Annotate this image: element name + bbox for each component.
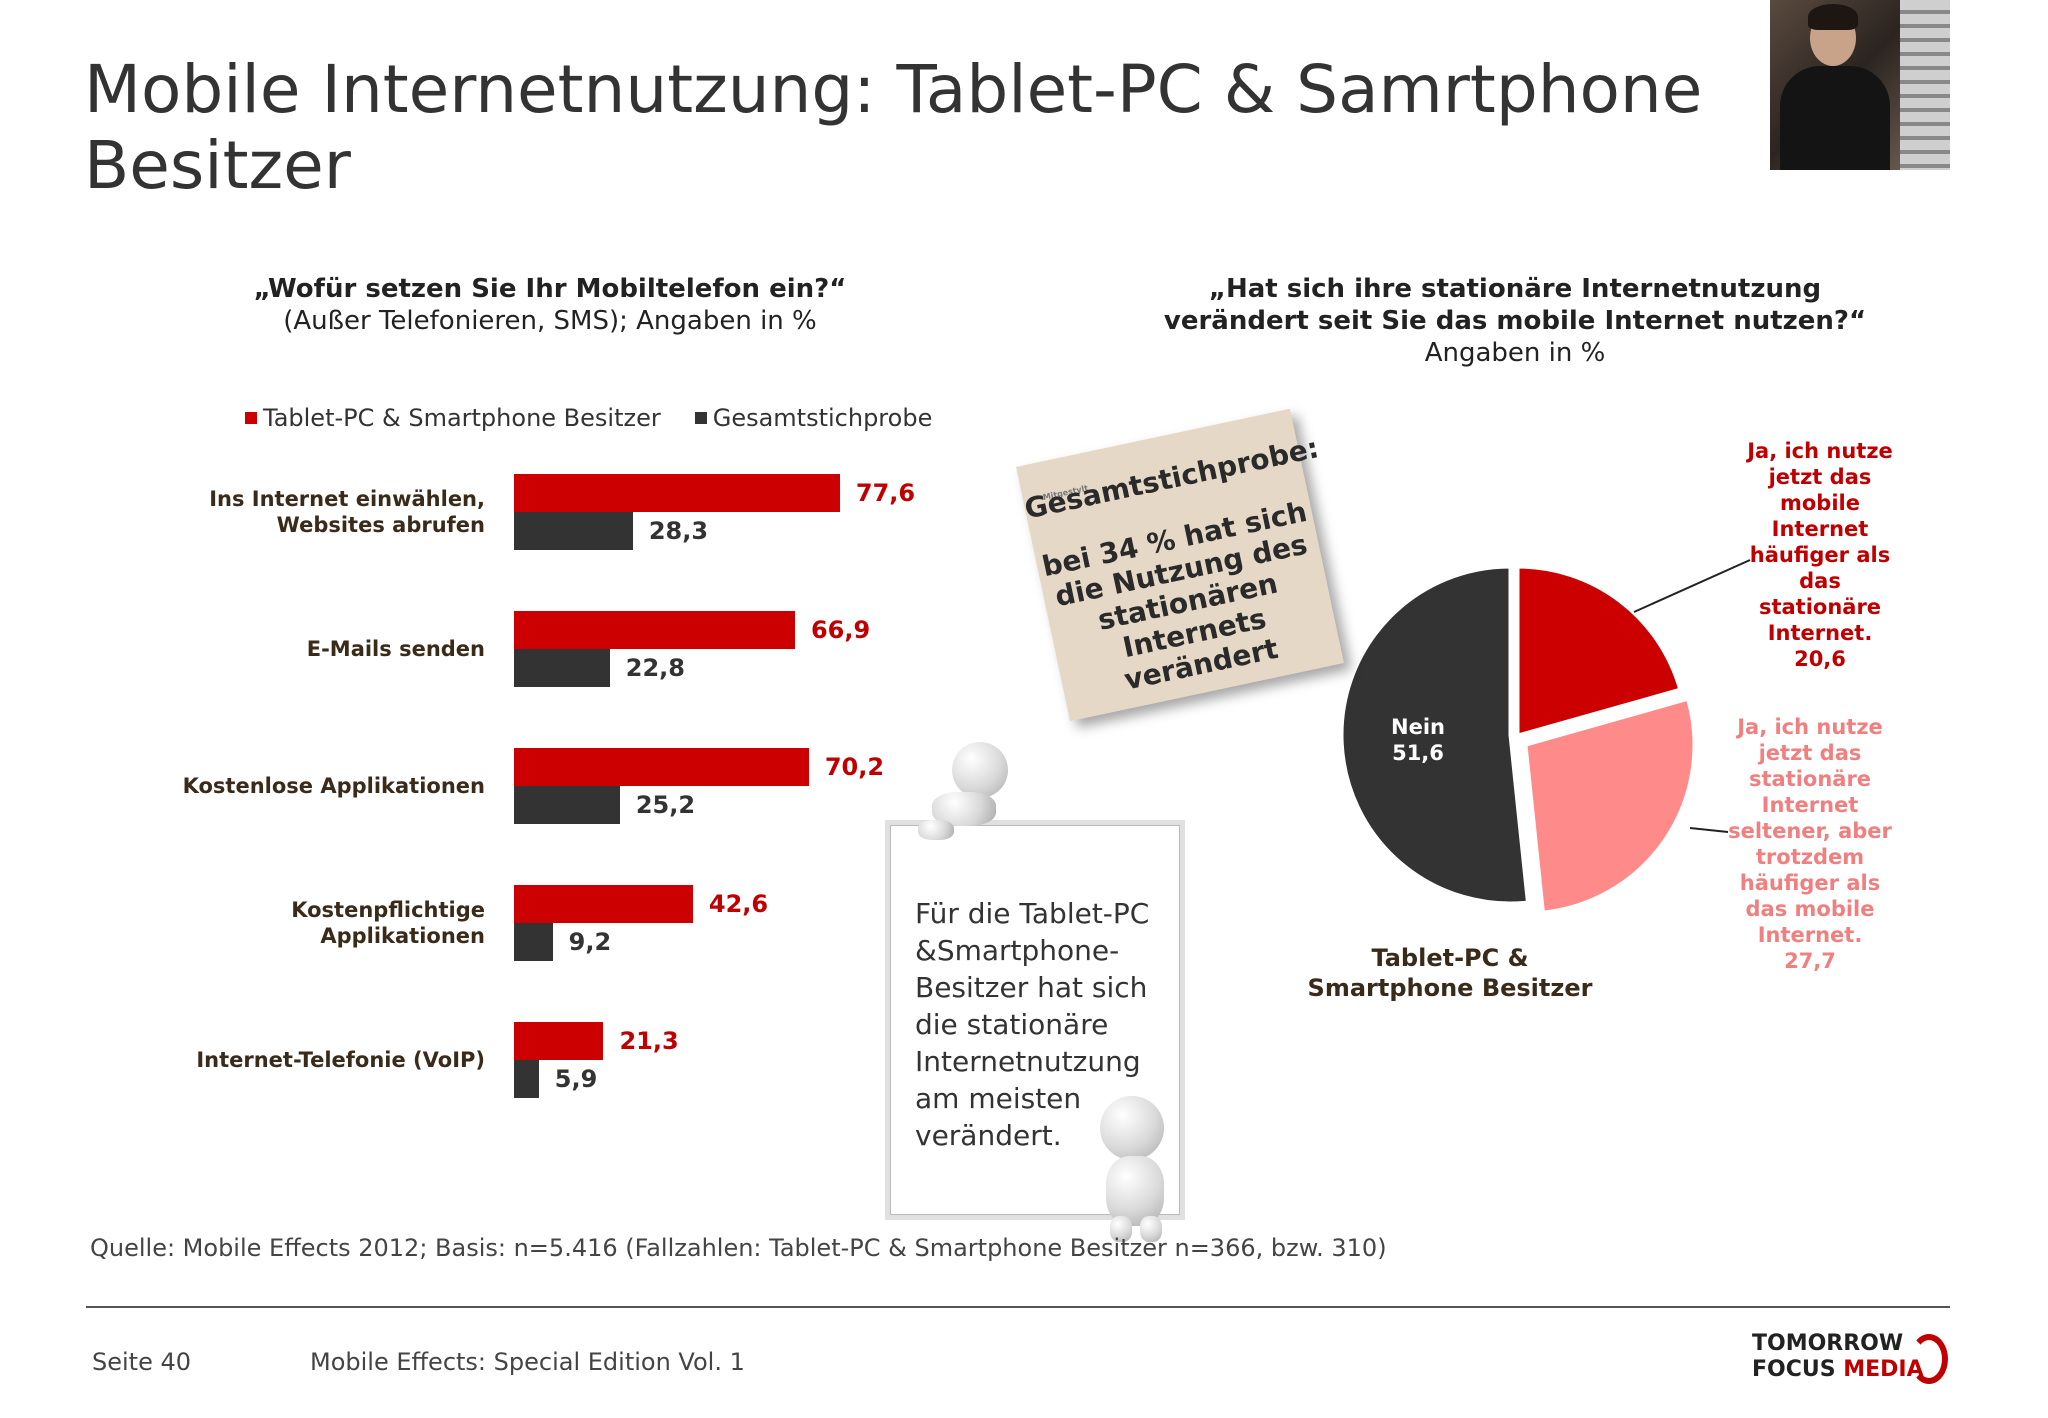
pie-title-line2: Smartphone Besitzer [1307, 974, 1593, 1002]
bar-tablet-smartphone [514, 748, 809, 786]
pie-slice-label-line: Ja, ich nutze [1737, 715, 1883, 739]
bar-gesamt [514, 923, 553, 961]
right-question-line1: „Hat sich ihre stationäre Internetnutzun… [1208, 274, 1822, 304]
pie-slice-label: Ja, ich nutze jetzt das mobile Internet häuf… [1720, 438, 1920, 672]
right-question-sub: Angaben in % [1424, 338, 1606, 368]
left-question-bold: „Wofür setzen Sie Ihr Mobiltelefon ein?“ [253, 274, 847, 304]
category-label-line: E-Mails senden [306, 637, 485, 661]
value-label-gesamt: 28,3 [648, 517, 709, 545]
logo-ring-icon [1910, 1334, 1948, 1384]
category-label-line: Internet-Telefonie (VoIP) [196, 1048, 485, 1072]
category-label-line: Applikationen [320, 924, 485, 948]
pie-slice-label-line: mobile [1780, 491, 1860, 515]
left-question-sub: (Außer Telefonieren, SMS); Angaben in % [283, 306, 817, 336]
right-question-line2: verändert seit Sie das mobile Internet n… [1163, 306, 1867, 336]
pie-slice-label-line: das mobile [1745, 897, 1875, 921]
pie-slice-label-line: Nein [1391, 715, 1445, 739]
page-title: Mobile Internetnutzung: Tablet-PC & Samr… [84, 51, 1703, 204]
pie-slice-label-line: Internet [1771, 517, 1869, 541]
pie-title-line1: Tablet-PC & [1371, 944, 1529, 972]
pie-slice-label-line: seltener, aber [1728, 819, 1892, 843]
right-question: „Hat sich ihre stationäre Internetnutzun… [1090, 273, 1940, 369]
pie-slice-label-line: jetzt das [1768, 465, 1872, 489]
pie-slice-label: Ja, ich nutze jetzt das stationäre Internet… [1710, 714, 1910, 974]
legend-label-red: Tablet-PC & Smartphone Besitzer [263, 404, 661, 432]
pie-slice-label-line: Internet [1761, 793, 1859, 817]
category-label: Ins Internet einwählen, Websites abrufen [140, 486, 485, 538]
page-number: Seite 40 [92, 1348, 192, 1376]
pie-slice-label-line: häufiger als [1749, 543, 1891, 567]
pie-slice-label-line: 20,6 [1794, 647, 1846, 671]
legend-swatch-dark [694, 412, 707, 424]
logo-line1: TOMORROW [1752, 1331, 1904, 1356]
company-logo: TOMORROW FOCUS MEDIA [1752, 1331, 1924, 1383]
pie-slice [1516, 565, 1682, 737]
bar-legend: Tablet-PC & Smartphone Besitzer Gesamtst… [245, 404, 932, 432]
value-label-tablet-smartphone: 66,9 [810, 616, 871, 644]
value-label-tablet-smartphone: 21,3 [619, 1027, 679, 1055]
sticky-note: Mitgestylt Gesamtstichprobe: bei 34 % ha… [1016, 408, 1344, 722]
pie-slice-label-line: 27,7 [1784, 949, 1836, 973]
pie-slice-label-line: stationäre [1758, 595, 1882, 619]
category-label: Kostenpflichtige Applikationen [140, 897, 485, 949]
pie-slice-label-line: Internet. [1757, 923, 1863, 947]
pie-slice-label-line: das [1799, 569, 1841, 593]
bar-tablet-smartphone [514, 474, 840, 512]
category-label-line: Kostenlose Applikationen [182, 774, 485, 798]
bar-gesamt [514, 649, 610, 687]
legend-label-dark: Gesamtstichprobe [712, 404, 933, 432]
category-label: Internet-Telefonie (VoIP) [140, 1047, 485, 1073]
value-label-tablet-smartphone: 77,6 [855, 479, 916, 507]
value-label-gesamt: 9,2 [568, 928, 612, 956]
source-text: Quelle: Mobile Effects 2012; Basis: n=5.… [90, 1234, 1387, 1262]
pie-slice [1524, 697, 1696, 914]
legend-item-dark: Gesamtstichprobe [694, 404, 933, 432]
pie-slice-label-line: häufiger als [1739, 871, 1881, 895]
pie-slice-label-line: Internet. [1767, 621, 1873, 645]
pie-slice-label-line: 51,6 [1392, 741, 1444, 765]
pie-title: Tablet-PC & Smartphone Besitzer [1280, 943, 1620, 1003]
bar-gesamt [514, 512, 633, 550]
person-photo [1770, 0, 1950, 170]
bar-tablet-smartphone [514, 885, 693, 923]
category-label: E-Mails senden [140, 636, 485, 662]
category-label-line: Websites abrufen [276, 513, 485, 537]
legend-swatch-red [245, 412, 257, 424]
bar-gesamt [514, 1060, 539, 1098]
whiteboard-text: Für die Tablet-PC &Smartphone-Besitzer h… [915, 897, 1150, 1152]
footer-divider [86, 1306, 1950, 1308]
category-label-line: Ins Internet einwählen, [209, 487, 485, 511]
bar-gesamt [514, 786, 620, 824]
pie-slice-label-line: stationäre [1748, 767, 1872, 791]
pie-slice-label-line: Ja, ich nutze [1747, 439, 1893, 463]
value-label-gesamt: 25,2 [635, 791, 696, 819]
value-label-gesamt: 22,8 [625, 654, 685, 682]
bar-tablet-smartphone [514, 611, 795, 649]
logo-focus: FOCUS [1752, 1357, 1844, 1382]
pie-slice-label-line: jetzt das [1758, 741, 1862, 765]
pie-slice-label: Nein 51,6 [1368, 714, 1468, 766]
edition-text: Mobile Effects: Special Edition Vol. 1 [310, 1348, 745, 1376]
category-label-line: Kostenpflichtige [291, 898, 485, 922]
left-question: „Wofür setzen Sie Ihr Mobiltelefon ein?“… [160, 273, 940, 337]
pie-slice-label-line: trotzdem [1755, 845, 1865, 869]
category-label: Kostenlose Applikationen [140, 773, 485, 799]
value-label-tablet-smartphone: 42,6 [708, 890, 769, 918]
bar-tablet-smartphone [514, 1022, 604, 1060]
value-label-gesamt: 5,9 [554, 1065, 598, 1093]
legend-item-red: Tablet-PC & Smartphone Besitzer [245, 404, 661, 432]
value-label-tablet-smartphone: 70,2 [824, 753, 885, 781]
